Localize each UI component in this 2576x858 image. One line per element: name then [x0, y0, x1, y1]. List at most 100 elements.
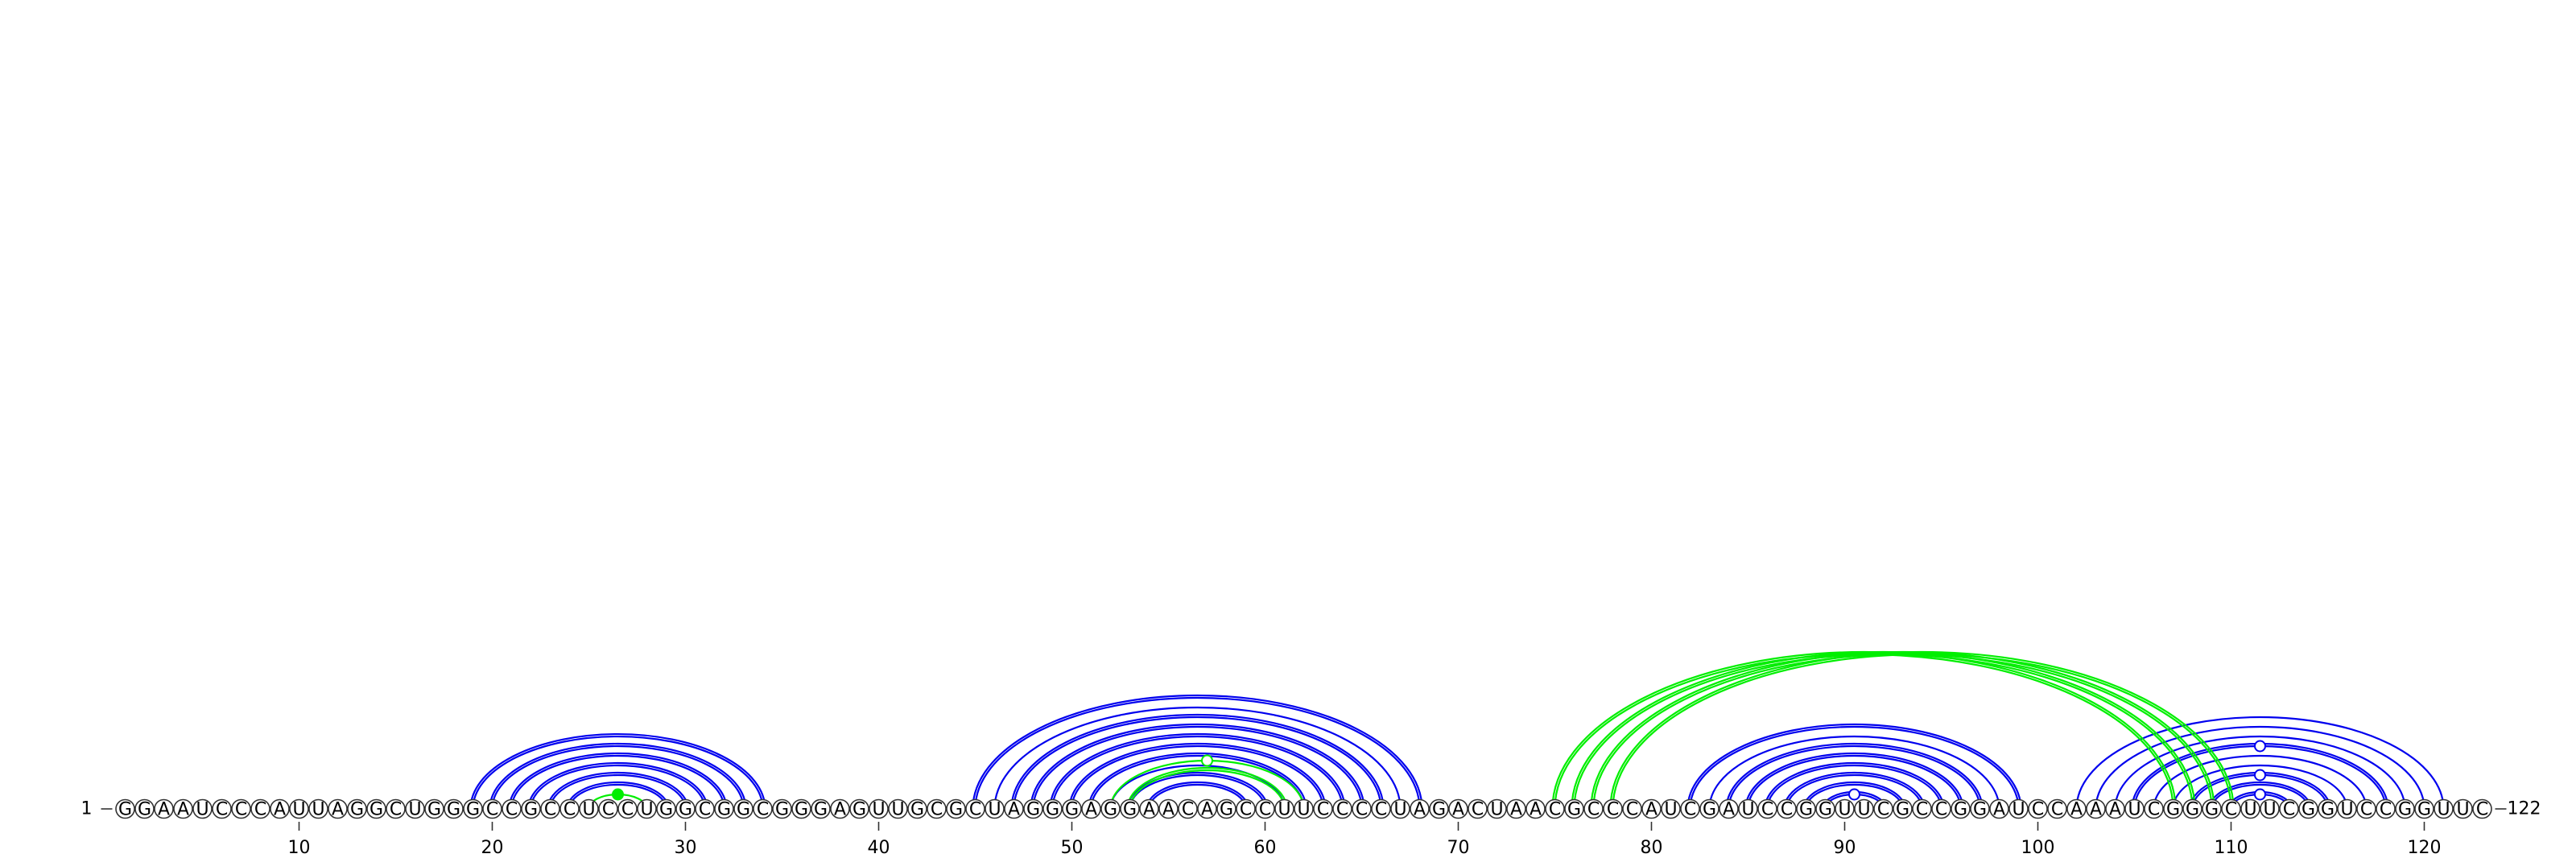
nucleotide-letter-115: G	[2321, 800, 2334, 820]
nucleotide-letter-82: C	[1684, 800, 1696, 820]
tick-label-70: 70	[1447, 838, 1470, 858]
nucleotide-108: G	[2182, 798, 2202, 820]
nucleotide-circle-121	[2434, 798, 2454, 819]
nucleotide-circle-112	[2260, 798, 2280, 819]
nucleotide-letter-10: U	[292, 800, 305, 820]
primary-arc-20-33-3	[489, 742, 747, 810]
nucleotide-117: C	[2356, 798, 2376, 820]
nucleotide-letter-113: C	[2283, 800, 2295, 820]
nucleotide-122: U	[2453, 798, 2473, 820]
nucleotide-circle-103	[2086, 798, 2106, 819]
secondary-arc-53-61-2	[1129, 769, 1286, 810]
nucleotide-letter-5: U	[196, 800, 208, 820]
nucleotide-circle-84	[1719, 798, 1739, 819]
nucleotide-71: C	[1468, 798, 1488, 820]
nucleotide-circle-68	[1410, 798, 1430, 819]
nucleotide-109: G	[2202, 798, 2222, 820]
nucleotide-letter-16: U	[408, 800, 421, 820]
nucleotide-letter-18: G	[447, 800, 460, 820]
primary-arc-88-93-41	[1805, 783, 1904, 810]
nucleotide-circle-95	[1931, 798, 1951, 819]
nucleotide-letter-64: C	[1336, 800, 1348, 820]
base-pair-arcs	[469, 650, 2445, 810]
nucleotide-circle-43	[927, 798, 947, 819]
nucleotide-31: C	[695, 798, 715, 820]
primary-arc-83-98-32	[1708, 735, 2000, 810]
nucleotide-9: A	[270, 798, 290, 820]
nucleotide-circle-49	[1042, 798, 1063, 819]
nucleotide-39: G	[849, 798, 869, 820]
apex-marker-5	[2254, 740, 2266, 753]
nucleotide-circle-101	[2047, 798, 2067, 819]
nucleotide-letter-119: G	[2398, 800, 2412, 820]
nucleotide-3: A	[154, 798, 174, 820]
nucleotide-62: U	[1294, 798, 1314, 820]
nucleotide-circle-59	[1236, 798, 1256, 819]
nucleotide-circle-45	[965, 798, 985, 819]
nucleotide-87: C	[1777, 798, 1797, 820]
nucleotide-letter-66: C	[1375, 800, 1387, 820]
nucleotide-18: G	[444, 798, 464, 820]
nucleotide-98: A	[1989, 798, 2009, 820]
nucleotide-circle-76	[1564, 798, 1584, 819]
nucleotide-circle-23	[540, 798, 560, 819]
primary-arc-50-63-22	[1068, 742, 1327, 810]
nucleotide-letter-24: C	[564, 800, 576, 820]
nucleotide-circle-9	[270, 798, 290, 819]
nucleotide-1: G	[115, 798, 135, 820]
nucleotide-letter-41: U	[891, 800, 904, 820]
nucleotide-41: U	[888, 798, 908, 820]
primary-arc-19-34-1	[469, 732, 766, 810]
nucleotide-101: C	[2047, 798, 2067, 820]
nucleotide-circle-30	[675, 798, 696, 819]
nucleotide-letter-68: A	[1414, 800, 1426, 820]
nucleotide-103: A	[2086, 798, 2106, 820]
tick-label-90: 90	[1834, 838, 1856, 858]
nucleotide-letter-110: C	[2225, 800, 2237, 820]
nucleotide-circle-66	[1371, 798, 1391, 819]
nucleotide-35: G	[772, 798, 792, 820]
primary-arc-23-30-9	[547, 771, 689, 810]
nucleotide-letter-47: A	[1008, 800, 1020, 820]
nucleotide-circle-99	[2008, 798, 2029, 819]
nucleotide-letter-65: C	[1356, 800, 1368, 820]
nucleotide-circle-86	[1757, 798, 1777, 819]
apex-marker-1	[1201, 754, 1213, 767]
nucleotide-circle-77	[1583, 798, 1604, 819]
nucleotide-circle-44	[946, 798, 966, 819]
primary-arc-47-66-15	[1013, 716, 1382, 810]
nucleotide-letter-40: U	[872, 800, 885, 820]
nucleotide-letter-75: C	[1549, 800, 1561, 820]
nucleotide-105: U	[2124, 798, 2145, 820]
nucleotide-letter-103: A	[2090, 800, 2102, 820]
primary-arc-109-114-55	[2208, 781, 2312, 810]
nucleotide-120: G	[2414, 798, 2434, 820]
nucleotide-letter-37: G	[814, 800, 828, 820]
nucleotide-circle-104	[2105, 798, 2125, 819]
primary-arc-48-65-18	[1030, 723, 1365, 810]
nucleotide-circle-1	[115, 798, 135, 819]
nucleotide-circle-4	[173, 798, 193, 819]
secondary-arc-76-108-7	[1571, 650, 2196, 810]
nucleotide-65: C	[1352, 798, 1372, 820]
nucleotide-letter-50: G	[1065, 800, 1079, 820]
nucleotide-letter-17: G	[427, 800, 441, 820]
nucleotide-letter-3: A	[158, 800, 170, 820]
primary-arc-87-94-40	[1783, 771, 1926, 810]
nucleotide-circle-33	[733, 798, 753, 819]
nucleotide-letter-114: G	[2301, 800, 2315, 820]
nucleotide-circle-21	[502, 798, 522, 819]
nucleotide-letter-49: G	[1046, 800, 1059, 820]
nucleotide-61: U	[1274, 798, 1294, 820]
nucleotide-letter-7: C	[235, 800, 247, 820]
position-axis: 10 20 30 40 50 60 70 80 90 100 110 120	[288, 822, 2442, 858]
nucleotide-circle-94	[1912, 798, 1932, 819]
nucleotide-77: C	[1583, 798, 1604, 820]
nucleotide-circle-72	[1487, 798, 1507, 819]
nucleotide-68: A	[1410, 798, 1430, 820]
nucleotide-5: U	[192, 798, 213, 820]
nucleotide-letter-39: G	[852, 800, 866, 820]
nucleotide-letter-122: U	[2456, 800, 2469, 820]
primary-arc-21-32-5	[508, 752, 728, 810]
nucleotide-letter-123: C	[2476, 800, 2488, 820]
